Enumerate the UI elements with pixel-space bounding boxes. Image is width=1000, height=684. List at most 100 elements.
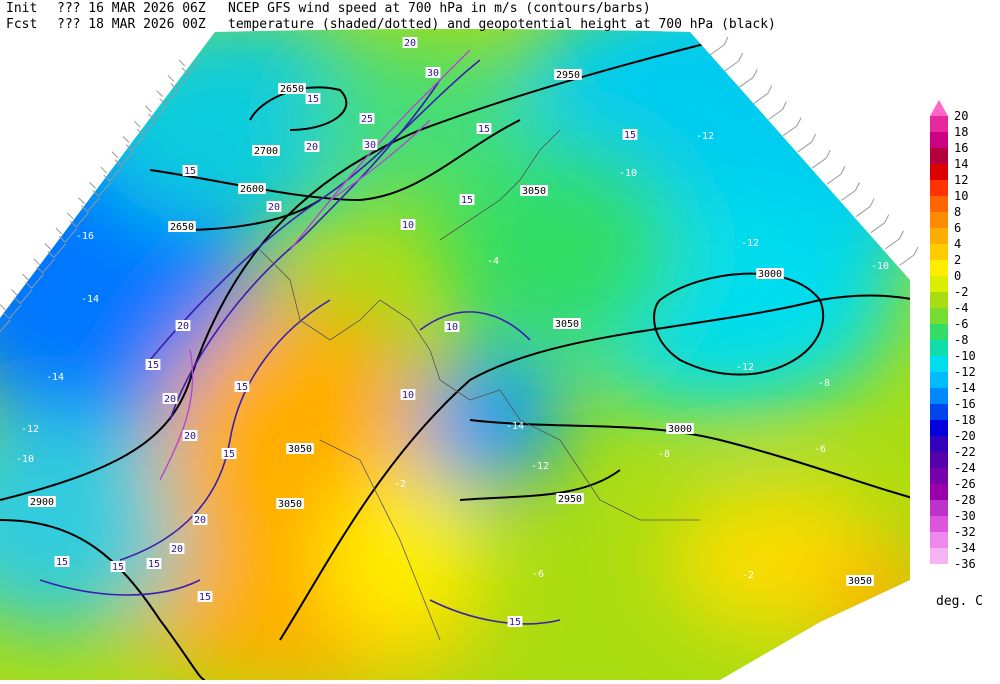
wind-label: 20 [268,202,280,213]
legend-swatch [930,164,948,180]
height-label: 3050 [555,319,579,330]
label-bg [304,141,320,152]
legend-swatch [930,276,948,292]
height-label: 3000 [668,424,692,435]
legend-swatch [930,324,948,340]
label-bg [266,201,282,212]
temp-label: -10 [16,454,34,465]
legend-label: -26 [954,477,976,491]
wind-barb [145,105,167,121]
label-bg [28,496,56,507]
temp-label: -2 [742,570,754,581]
label-bg [146,558,162,569]
legend-swatch [930,244,948,260]
label-bg [400,219,416,230]
height-label: 2700 [254,146,278,157]
temp-label: -14 [46,372,64,383]
legend-label: -32 [954,525,976,539]
map-labels: 2650 2700 2600 2650 3050 2950 3000 3050 3000 3050… [16,37,889,628]
wind-barb [899,246,919,266]
legend-label: 10 [954,189,968,203]
legend-label: -36 [954,557,976,571]
legend-label: -2 [954,285,968,299]
wind-barb [841,182,860,201]
height-label: 3050 [278,499,302,510]
wind-barb [78,197,100,213]
temp-label: -10 [619,168,637,179]
label-bg [556,493,584,504]
label-bg [507,616,523,627]
label-bg [162,393,178,404]
legend-label: -4 [954,301,968,315]
legend-label: 6 [954,221,961,235]
legend-swatch [930,436,948,452]
legend-label: -16 [954,397,976,411]
label-bg [520,185,548,196]
wind-barb [22,273,44,289]
wind-label: 20 [171,544,183,555]
legend-label: 18 [954,125,968,139]
wind-label: 15 [461,195,473,206]
wind-barb [885,230,904,250]
label-bg [402,37,418,48]
wind-barb [0,319,11,333]
height-label: 2900 [30,497,54,508]
label-bg [221,448,237,459]
legend-label: -14 [954,381,976,395]
legend-label: 4 [954,237,961,251]
wind-label: 15 [509,617,521,628]
legend-label: -6 [954,317,968,331]
legend-swatch [930,404,948,420]
label-bg [305,93,321,104]
label-bg [278,83,306,94]
wind-label: 15 [148,559,160,570]
height-label: 3050 [848,576,872,587]
label-bg [197,591,213,602]
legend-swatch [930,372,948,388]
wind-label: 15 [184,166,196,177]
label-bg [553,318,581,329]
wind-label: 15 [307,94,319,105]
label-bg [175,320,191,331]
legend-swatch [930,260,948,276]
label-bg [54,556,70,567]
label-bg [554,69,582,80]
temp-label: -6 [814,444,826,455]
temp-label: -16 [76,231,94,242]
legend-label: -34 [954,541,976,555]
wind-label: 30 [364,140,376,151]
wind-label: 20 [194,515,206,526]
wind-barb [0,304,22,320]
legend-label: 12 [954,173,968,187]
legend-swatch [930,452,948,468]
temp-label: -10 [871,261,889,272]
wind-barb [167,74,190,90]
label-bg [238,183,266,194]
legend-swatch [930,148,948,164]
wind-label: 15 [478,124,490,135]
wind-barb [826,166,846,185]
legend-label: -20 [954,429,976,443]
temp-label: -12 [531,461,549,472]
wind-label: 20 [404,38,416,49]
legend-swatch [930,132,948,148]
label-bg [145,359,161,370]
wind-label: 10 [402,220,414,231]
label-bg [476,123,492,134]
title-line-2: temperature (shaded/dotted) and geopoten… [228,17,776,32]
legend-swatch [930,532,948,548]
temp-label: -8 [658,449,670,460]
label-bg [400,389,416,400]
wind-barb [753,85,773,104]
height-contours [0,39,910,680]
wind-label: 20 [164,394,176,405]
label-bg [846,575,874,586]
legend-swatch [930,420,948,436]
height-label: 2650 [280,84,304,95]
legend-swatch [930,212,948,228]
label-bg [252,145,280,156]
title-line-1: NCEP GFS wind speed at 700 hPa in m/s (c… [228,1,651,16]
legend-label: -18 [954,413,976,427]
init-label: Init [6,1,37,16]
